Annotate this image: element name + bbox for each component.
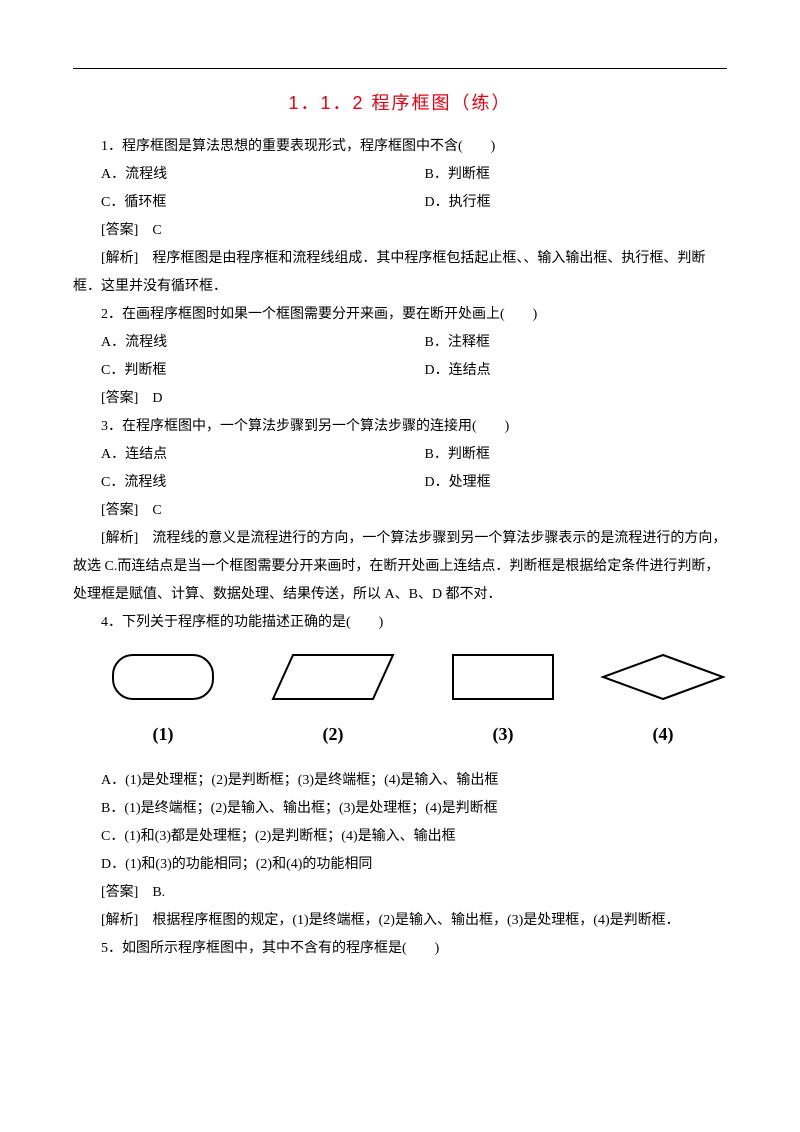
- q3-option-b: B．判断框: [425, 441, 490, 469]
- q2-answer: [答案] D: [73, 385, 727, 413]
- q2-row-cd: C．判断框 D．连结点: [73, 357, 727, 385]
- q1-option-c: C．循环框: [101, 189, 421, 217]
- q4-analysis: [解析] 根据程序框图的规定，(1)是终端框，(2)是输入、输出框，(3)是处理…: [73, 907, 727, 935]
- q3-answer: [答案] C: [73, 497, 727, 525]
- q4-shapes-svg: [73, 649, 727, 709]
- q5-stem: 5．如图所示程序框图中，其中不含有的程序框是( ): [73, 935, 727, 963]
- q1-analysis: [解析] 程序框图是由程序框和流程线组成．其中程序框包括起止框、、输入输出框、执…: [73, 245, 727, 301]
- q3-row-cd: C．流程线 D．处理框: [73, 469, 727, 497]
- q4-shape-labels: (1) (2) (3) (4): [73, 720, 727, 753]
- q1-option-d: D．执行框: [425, 189, 491, 217]
- shape-label-3: (3): [493, 724, 514, 745]
- q2-option-a: A．流程线: [101, 329, 421, 357]
- top-rule: [73, 68, 727, 69]
- q1-stem: 1．程序框图是算法思想的重要表现形式，程序框图中不含( ): [73, 133, 727, 161]
- q2-stem: 2．在画程序框图时如果一个框图需要分开来画，要在断开处画上( ): [73, 301, 727, 329]
- page: 1．1．2 程序框图（练） 1．程序框图是算法思想的重要表现形式，程序框图中不含…: [73, 0, 727, 963]
- q4-option-d: D．(1)和(3)的功能相同；(2)和(4)的功能相同: [73, 851, 727, 879]
- q2-option-b: B．注释框: [425, 329, 490, 357]
- q3-option-d: D．处理框: [425, 469, 491, 497]
- q3-stem: 3．在程序框图中，一个算法步骤到另一个算法步骤的连接用( ): [73, 413, 727, 441]
- terminal-box-icon: [113, 655, 213, 699]
- q2-option-c: C．判断框: [101, 357, 421, 385]
- q4-answer: [答案] B.: [73, 879, 727, 907]
- page-title: 1．1．2 程序框图（练）: [73, 89, 727, 115]
- process-box-icon: [453, 655, 553, 699]
- q1-option-b: B．判断框: [425, 161, 490, 189]
- shape-label-2: (2): [323, 724, 344, 745]
- q3-analysis: [解析] 流程线的意义是流程进行的方向，一个算法步骤到另一个算法步骤表示的是流程…: [73, 525, 727, 609]
- q2-option-d: D．连结点: [425, 357, 491, 385]
- q3-row-ab: A．连结点 B．判断框: [73, 441, 727, 469]
- q4-stem: 4．下列关于程序框的功能描述正确的是( ): [73, 609, 727, 637]
- q3-option-a: A．连结点: [101, 441, 421, 469]
- shape-label-4: (4): [653, 724, 674, 745]
- parallelogram-icon: [273, 655, 393, 699]
- q4-option-b: B．(1)是终端框；(2)是输入、输出框；(3)是处理框；(4)是判断框: [73, 795, 727, 823]
- q1-row-cd: C．循环框 D．执行框: [73, 189, 727, 217]
- q4-labels-svg: (1) (2) (3) (4): [73, 720, 727, 748]
- q1-row-ab: A．流程线 B．判断框: [73, 161, 727, 189]
- q1-answer: [答案] C: [73, 217, 727, 245]
- q4-option-a: A．(1)是处理框；(2)是判断框；(3)是终端框；(4)是输入、输出框: [73, 767, 727, 795]
- q1-option-a: A．流程线: [101, 161, 421, 189]
- q2-row-ab: A．流程线 B．注释框: [73, 329, 727, 357]
- q4-shapes: [73, 649, 727, 714]
- q4-option-c: C．(1)和(3)都是处理框；(2)是判断框；(4)是输入、输出框: [73, 823, 727, 851]
- shape-label-1: (1): [153, 724, 174, 745]
- q3-option-c: C．流程线: [101, 469, 421, 497]
- decision-box-icon: [603, 655, 723, 699]
